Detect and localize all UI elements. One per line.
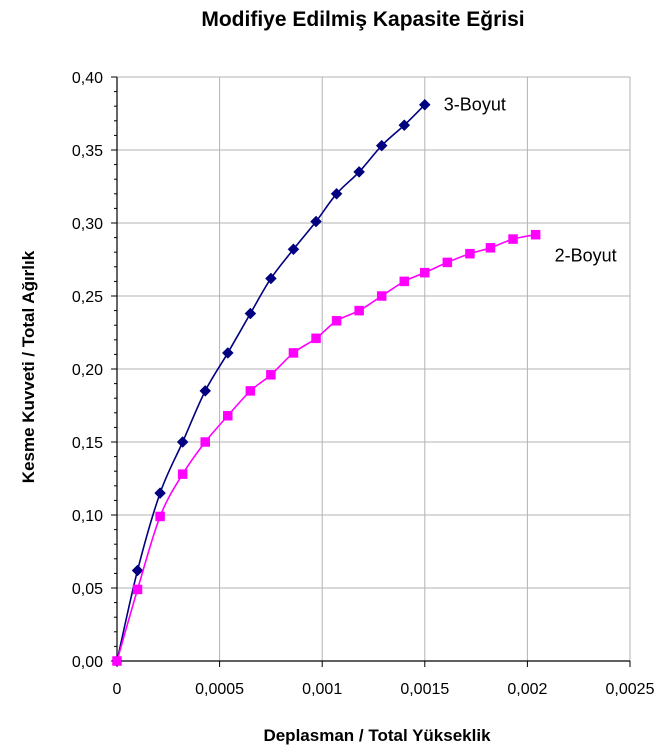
x-tick-label: 0 (113, 681, 122, 698)
x-tick-label: 0,002 (507, 681, 547, 698)
series-label: 2-Boyut (555, 246, 617, 266)
x-axis-label: Deplasman / Total Yükseklik (263, 726, 491, 745)
y-tick-label: 0,40 (72, 70, 103, 87)
y-axis-label: Kesme Kuvveti / Total Ağırlık (19, 250, 38, 483)
data-point (398, 119, 411, 132)
x-tick-label: 0,001 (302, 681, 342, 698)
data-point (288, 348, 299, 358)
data-point (112, 656, 122, 666)
data-point (375, 139, 388, 152)
data-point (245, 386, 256, 396)
series-line (116, 104, 426, 662)
data-point (154, 487, 166, 499)
x-tick-label: 0,0025 (606, 681, 655, 698)
y-tick-label: 0,30 (72, 216, 103, 233)
data-point (155, 511, 165, 522)
y-tick-label: 0,15 (72, 435, 103, 452)
x-tick-label: 0,0005 (195, 681, 244, 698)
chart-title: Modifiye Edilmiş Kapasite Eğrisi (201, 8, 524, 31)
y-tick-label: 0,20 (72, 362, 103, 379)
y-tick-label: 0,05 (72, 581, 103, 598)
data-point (200, 437, 210, 447)
axes (111, 76, 631, 667)
data-point (465, 248, 475, 259)
data-point (420, 267, 430, 278)
data-point (485, 243, 496, 253)
data-point (399, 276, 410, 287)
data-point (418, 98, 431, 111)
data-point (287, 243, 300, 256)
data-point (354, 305, 364, 316)
data-point (132, 584, 143, 595)
data-point (530, 229, 541, 240)
data-point (265, 272, 277, 285)
data-point (131, 564, 144, 577)
data-point (331, 316, 342, 326)
data-point (508, 234, 518, 244)
data-point (353, 166, 365, 178)
y-tick-labels: 0,00 0,05 0,10 0,15 0,20 0,25 0,30 0,35 0,40 (72, 70, 103, 671)
y-tick-label: 0,25 (72, 289, 103, 306)
y-tick-label: 0,35 (72, 143, 103, 160)
data-point (442, 257, 453, 268)
series-label: 3-Boyut (444, 95, 506, 115)
series-3-boyut: 3-Boyut (111, 95, 506, 667)
data-point (177, 469, 188, 479)
y-tick-label: 0,00 (72, 654, 103, 671)
data-point (376, 291, 387, 301)
data-point (244, 307, 257, 320)
data-point (311, 333, 321, 344)
x-tick-labels: 0 0,0005 0,001 0,0015 0,002 0,0025 (113, 681, 655, 698)
data-point (199, 385, 212, 397)
data-point (221, 347, 234, 359)
data-point (310, 215, 322, 228)
series-2-boyut: 2-Boyut (112, 229, 617, 666)
series-group: 3-Boyut 2-Boyut (111, 95, 617, 667)
data-point (223, 410, 233, 421)
data-point (330, 187, 343, 200)
data-point (176, 436, 189, 448)
y-tick-label: 0,10 (72, 508, 103, 525)
data-point (266, 370, 276, 380)
gridlines (117, 76, 631, 661)
x-tick-label: 0,0015 (400, 681, 449, 698)
